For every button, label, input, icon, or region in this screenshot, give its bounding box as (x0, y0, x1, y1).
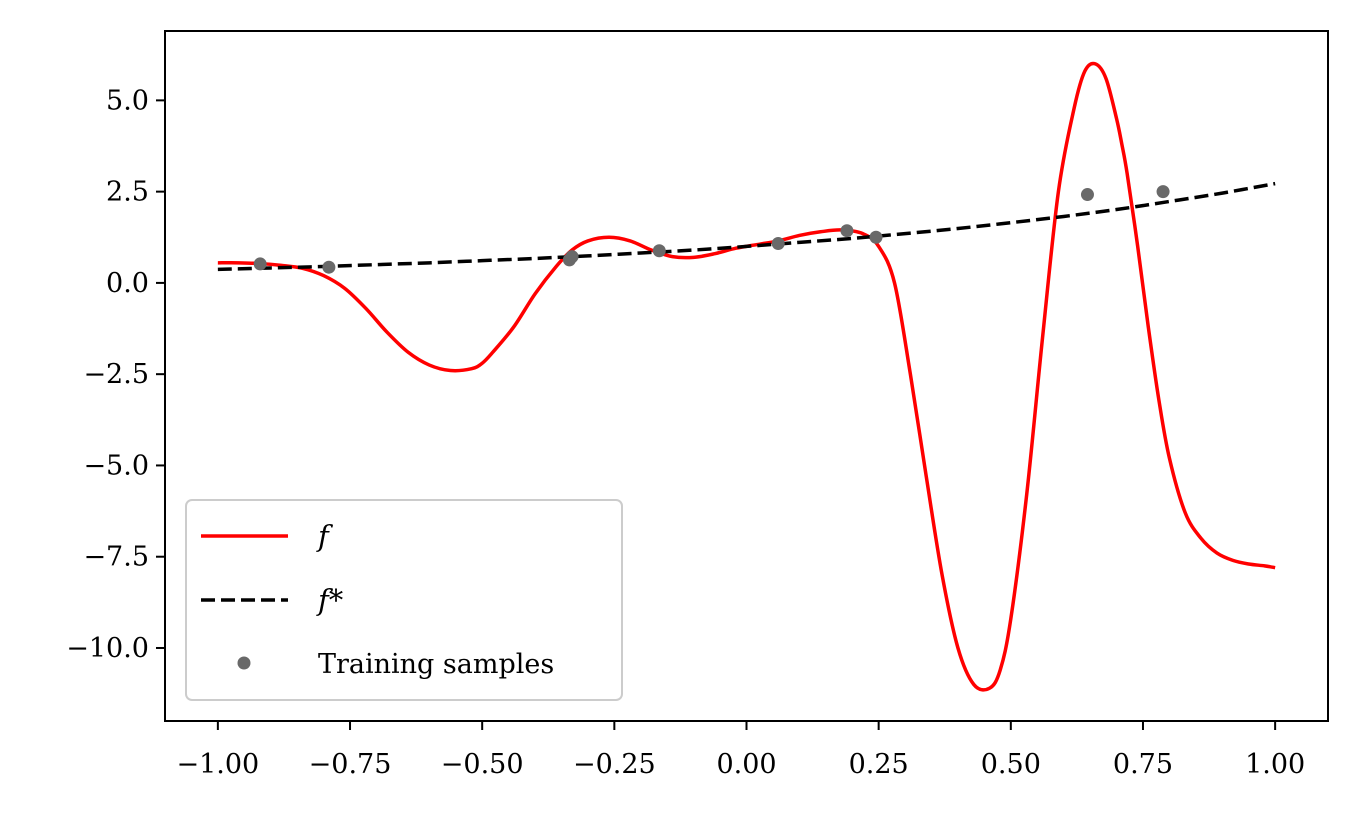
x-tick-label: −0.25 (573, 749, 656, 780)
x-tick-label: −0.50 (441, 749, 524, 780)
legend-box (185, 499, 623, 701)
legend: f f* Training samples (185, 499, 623, 701)
x-tick-label: 0.00 (716, 749, 776, 780)
x-axis: −1.00 −0.75 −0.50 −0.25 0.00 0.25 0.50 0.75 1.00 (176, 721, 1305, 780)
legend-label-f-star: f* (316, 583, 344, 617)
legend-label-training-samples: Training samples (318, 649, 554, 680)
x-tick-label: 0.50 (981, 749, 1041, 780)
y-tick-label: −7.5 (83, 542, 149, 573)
training-sample-point (771, 236, 785, 250)
y-tick-label: 2.5 (106, 177, 149, 208)
y-tick-label: −2.5 (83, 359, 149, 390)
training-sample-point (1156, 185, 1170, 199)
x-tick-label: 0.75 (1113, 749, 1173, 780)
legend-marker-training-samples (237, 656, 251, 670)
training-sample-point (322, 260, 336, 274)
training-sample-point (1080, 188, 1094, 202)
x-tick-label: −0.75 (309, 749, 392, 780)
series-f-line (217, 61, 1276, 692)
x-tick-label: 0.25 (849, 749, 909, 780)
training-sample-point (840, 224, 854, 238)
training-sample-point (253, 257, 267, 271)
x-tick-label: −1.00 (176, 749, 259, 780)
y-axis: −10.0 −7.5 −5.0 −2.5 0.0 2.5 5.0 (66, 85, 165, 664)
y-tick-label: 0.0 (106, 268, 149, 299)
training-sample-point (869, 230, 883, 244)
training-sample-point (565, 250, 579, 264)
y-tick-label: −5.0 (83, 450, 149, 481)
y-tick-label: −10.0 (66, 633, 149, 664)
plot-area (217, 61, 1276, 692)
x-tick-label: 1.00 (1245, 749, 1305, 780)
series-f-star-line (217, 181, 1276, 272)
y-tick-label: 5.0 (106, 85, 149, 116)
training-sample-point (652, 244, 666, 258)
